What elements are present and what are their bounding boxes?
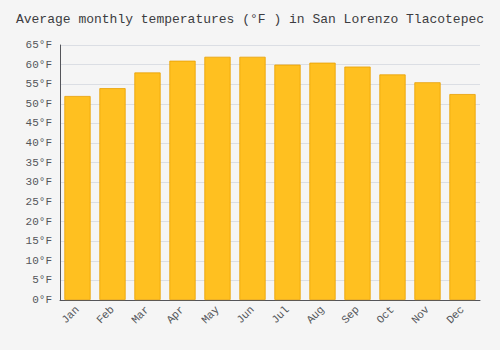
svg-text:Feb: Feb — [94, 304, 116, 326]
svg-text:55°F: 55°F — [26, 78, 52, 90]
svg-text:Average monthly temperatures (: Average monthly temperatures (°F ) in Sa… — [16, 12, 484, 27]
svg-text:Sep: Sep — [339, 304, 361, 326]
svg-text:Jan: Jan — [59, 304, 81, 326]
svg-text:Jun: Jun — [234, 304, 256, 326]
svg-text:65°F: 65°F — [26, 39, 52, 51]
svg-text:Aug: Aug — [304, 304, 326, 326]
svg-text:May: May — [199, 303, 222, 326]
svg-text:15°F: 15°F — [26, 235, 52, 247]
svg-text:5°F: 5°F — [32, 274, 52, 286]
svg-text:30°F: 30°F — [26, 176, 52, 188]
svg-text:Apr: Apr — [164, 304, 186, 326]
svg-text:20°F: 20°F — [26, 216, 52, 228]
svg-text:Mar: Mar — [129, 304, 151, 326]
svg-text:0°F: 0°F — [32, 294, 52, 306]
svg-text:40°F: 40°F — [26, 137, 52, 149]
svg-text:Oct: Oct — [374, 304, 396, 326]
svg-text:Jul: Jul — [269, 304, 291, 326]
svg-text:60°F: 60°F — [26, 59, 52, 71]
svg-text:Nov: Nov — [409, 303, 432, 326]
svg-text:25°F: 25°F — [26, 196, 52, 208]
svg-text:Dec: Dec — [444, 304, 466, 326]
svg-text:50°F: 50°F — [26, 98, 52, 110]
svg-text:10°F: 10°F — [26, 255, 52, 267]
svg-text:35°F: 35°F — [26, 157, 52, 169]
svg-text:45°F: 45°F — [26, 117, 52, 129]
